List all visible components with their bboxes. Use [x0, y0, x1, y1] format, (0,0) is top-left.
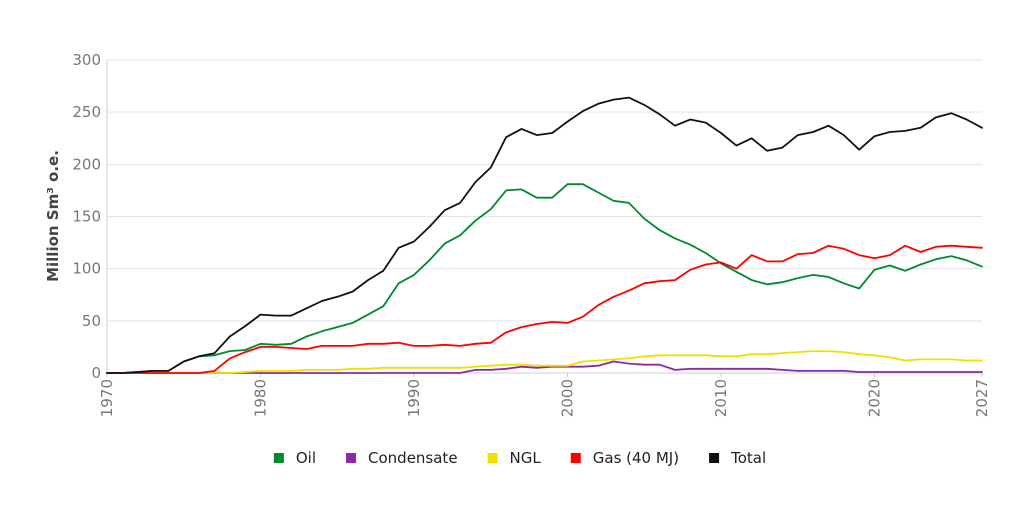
- legend-label-oil: Oil: [296, 449, 316, 467]
- x-tick-label: 2000: [559, 379, 577, 417]
- legend-swatch-gas-40-mj: [570, 453, 581, 463]
- legend-swatch-ngl: [487, 453, 498, 463]
- data-series: [106, 96, 983, 374]
- legend: Oil Condensate NGL Gas (40 MJ) Total: [273, 449, 766, 467]
- legend-label-condensate: Condensate: [368, 449, 458, 467]
- axes: [106, 60, 983, 377]
- legend-label-total: Total: [730, 449, 766, 467]
- series-line-oil: [106, 183, 983, 374]
- y-tick-label: 150: [72, 208, 101, 226]
- grid-lines: [107, 59, 982, 322]
- series-line-gas-40-mj: [106, 244, 983, 374]
- series-line-total: [106, 96, 983, 374]
- x-tick-label: 2027: [973, 379, 991, 417]
- legend-swatch-total: [709, 453, 720, 463]
- tick-labels: 0 50 100 150 200 250 300 1970 1980 1990 2000 2010 20…: [72, 51, 991, 417]
- legend-label-gas-40-mj: Gas (40 MJ): [593, 449, 679, 467]
- y-axis-title: Million Sm³ o.e.: [44, 150, 62, 282]
- legend-swatch-condensate: [346, 453, 357, 463]
- y-tick-label: 300: [72, 51, 101, 69]
- y-tick-label: 0: [91, 364, 101, 382]
- series-line-ngl: [106, 350, 983, 374]
- legend-label-ngl: NGL: [510, 449, 542, 467]
- y-tick-label: 50: [82, 312, 101, 330]
- y-tick-label: 100: [72, 260, 101, 278]
- x-tick-label: 2020: [866, 379, 884, 417]
- x-tick-label: 1970: [98, 379, 116, 417]
- x-tick-label: 1990: [405, 379, 423, 417]
- x-tick-label: 1980: [252, 379, 270, 417]
- y-tick-label: 250: [72, 103, 101, 121]
- y-tick-label: 200: [72, 155, 101, 173]
- x-tick-label: 2010: [712, 379, 730, 417]
- legend-swatch-oil: [273, 453, 284, 463]
- series-line-condensate: [106, 360, 983, 374]
